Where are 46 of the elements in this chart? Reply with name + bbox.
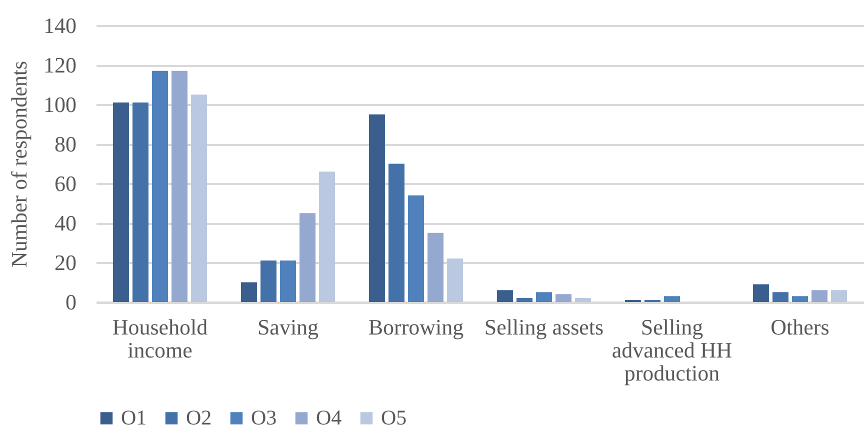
x-tick-label: Selling advanced HH production	[612, 314, 732, 386]
bar	[260, 260, 276, 302]
bar	[536, 292, 552, 302]
x-tick-label: Household income	[112, 314, 208, 362]
bar	[496, 290, 513, 302]
bar	[152, 70, 168, 302]
bar	[112, 102, 129, 302]
bar	[280, 260, 296, 302]
legend-label: O5	[381, 405, 407, 425]
bar	[831, 290, 848, 302]
bar	[408, 195, 424, 302]
legend-label: O3	[251, 405, 277, 425]
y-tick-label: 20	[54, 250, 76, 275]
bar	[447, 258, 464, 302]
bar	[752, 284, 769, 302]
y-axis-title: Number of respondents	[6, 60, 32, 268]
bar	[664, 296, 680, 302]
bar	[368, 114, 385, 302]
y-tick-label: 60	[54, 171, 76, 196]
legend-label: O4	[316, 405, 342, 425]
y-tick-label: 120	[44, 52, 76, 78]
bar	[428, 232, 444, 302]
y-tick-label: 80	[54, 132, 76, 156]
y-tick-label: 40	[54, 210, 76, 236]
y-tick-label: 100	[44, 92, 76, 117]
bar	[812, 290, 828, 302]
bar	[792, 296, 808, 302]
legend-label: O2	[186, 405, 212, 425]
x-tick-label: Selling assets	[484, 314, 604, 340]
bar	[388, 164, 404, 302]
bar	[772, 292, 788, 302]
bar	[300, 213, 316, 302]
x-tick-label: Saving	[257, 314, 319, 340]
bar	[132, 102, 148, 302]
legend-label: O1	[121, 405, 147, 425]
bar	[319, 172, 336, 302]
x-tick-label: Borrowing	[368, 314, 464, 340]
bar	[191, 94, 208, 302]
bar	[556, 294, 572, 302]
bar	[172, 70, 188, 302]
bar	[516, 298, 532, 302]
y-tick-label: 140	[44, 13, 76, 38]
bar	[240, 282, 257, 302]
y-tick-label: 0	[66, 290, 76, 314]
bar	[575, 298, 592, 302]
x-tick-label: Others	[770, 314, 830, 340]
